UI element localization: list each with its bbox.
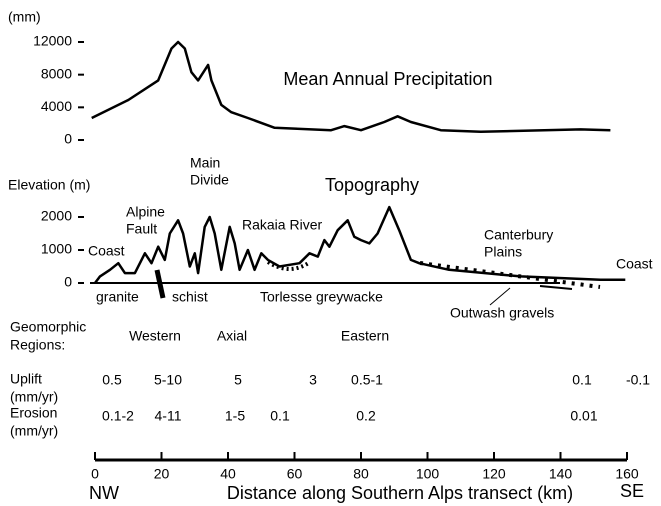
annotation: Alpine [126,204,165,220]
y-tick-label: 0 [64,274,72,290]
x-tick-label: 60 [287,466,303,482]
row-label: (mm/yr) [10,423,58,439]
x-tick-label: 120 [482,466,506,482]
chart-title: Topography [325,175,419,195]
uplift-value: 3 [309,372,317,388]
row-label: Erosion [10,405,57,421]
chart-title: Mean Annual Precipitation [283,69,492,89]
x-axis-label: Distance along Southern Alps transect (k… [227,483,573,503]
uplift-value: 0.1 [572,372,592,388]
y-axis-label: Elevation (m) [8,177,90,193]
y-tick-label: 2000 [41,208,72,224]
outwash-gravel [539,285,573,290]
annotation: Torlesse greywacke [260,289,383,305]
x-tick-label: 20 [154,466,170,482]
nw-label: NW [89,483,119,503]
y-axis-label: (mm) [8,9,41,25]
x-tick-label: 0 [91,466,99,482]
y-tick-label: 4000 [41,98,72,114]
y-tick-label: 8000 [41,65,72,81]
row-label: Regions: [10,337,65,353]
x-tick-label: 80 [353,466,369,482]
erosion-value: 0.1-2 [102,408,134,424]
y-tick-label: 12000 [33,33,72,49]
y-tick-label: 0 [64,131,72,147]
x-tick-label: 160 [615,466,639,482]
region: Axial [217,328,247,344]
x-tick-label: 100 [416,466,440,482]
se-label: SE [620,481,644,501]
uplift-value: 5 [234,372,242,388]
annotation: Coast [88,243,125,259]
erosion-value: 0.1 [270,408,290,424]
erosion-value: 4-11 [155,408,182,424]
erosion-value: 0.01 [570,408,597,424]
annotation: Divide [190,172,229,188]
annotation: Outwash gravels [450,305,554,321]
annotation: Fault [126,221,157,237]
annotation: schist [172,289,208,305]
data-line [94,205,626,284]
annotation: Coast [616,256,653,272]
row-label: (mm/yr) [10,389,58,405]
uplift-value: -0.1 [626,372,650,388]
annotation: Rakaia River [242,217,322,233]
uplift-value: 0.5-1 [351,372,383,388]
row-label: Geomorphic [10,319,86,335]
annotation: granite [96,289,139,305]
data-line [91,40,611,134]
uplift-value: 5-10 [154,372,182,388]
pointer [489,287,511,306]
row-label: Uplift [10,371,42,387]
region: Western [129,328,181,344]
river-gravel [266,260,312,271]
erosion-value: 0.2 [356,408,376,424]
annotation: Canterbury [484,227,553,243]
annotation: Plains [484,244,522,260]
alpine-fault [154,269,166,299]
x-tick-label: 40 [220,466,236,482]
x-tick-label: 140 [549,466,573,482]
y-tick-label: 1000 [41,241,72,257]
uplift-value: 0.5 [102,372,122,388]
region: Eastern [341,328,389,344]
annotation: Main [190,155,220,171]
erosion-value: 1-5 [225,408,245,424]
